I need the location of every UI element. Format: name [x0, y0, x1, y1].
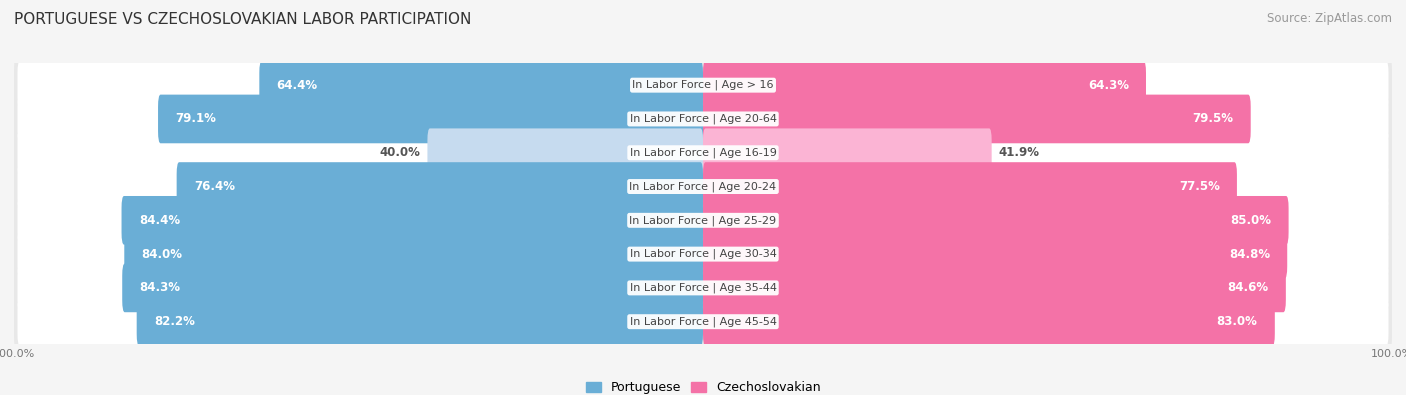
FancyBboxPatch shape [706, 263, 1389, 312]
FancyBboxPatch shape [14, 291, 1392, 352]
FancyBboxPatch shape [703, 162, 1237, 211]
FancyBboxPatch shape [703, 297, 1275, 346]
FancyBboxPatch shape [17, 128, 703, 177]
FancyBboxPatch shape [17, 162, 703, 211]
FancyBboxPatch shape [14, 190, 1392, 251]
Text: 79.1%: 79.1% [176, 113, 217, 126]
Text: Source: ZipAtlas.com: Source: ZipAtlas.com [1267, 12, 1392, 25]
Text: 64.4%: 64.4% [277, 79, 318, 92]
Text: In Labor Force | Age 45-54: In Labor Force | Age 45-54 [630, 316, 776, 327]
FancyBboxPatch shape [706, 61, 1389, 109]
Text: 84.3%: 84.3% [139, 281, 180, 294]
FancyBboxPatch shape [17, 297, 703, 346]
Text: 84.6%: 84.6% [1227, 281, 1268, 294]
FancyBboxPatch shape [177, 162, 703, 211]
FancyBboxPatch shape [703, 263, 1286, 312]
FancyBboxPatch shape [703, 196, 1289, 245]
FancyBboxPatch shape [706, 196, 1389, 245]
FancyBboxPatch shape [706, 95, 1389, 143]
FancyBboxPatch shape [14, 258, 1392, 318]
FancyBboxPatch shape [703, 230, 1288, 278]
Text: 82.2%: 82.2% [153, 315, 195, 328]
FancyBboxPatch shape [17, 61, 703, 109]
FancyBboxPatch shape [706, 162, 1389, 211]
Text: In Labor Force | Age 20-24: In Labor Force | Age 20-24 [630, 181, 776, 192]
FancyBboxPatch shape [14, 224, 1392, 284]
FancyBboxPatch shape [17, 230, 703, 278]
FancyBboxPatch shape [706, 230, 1389, 278]
Text: In Labor Force | Age 16-19: In Labor Force | Age 16-19 [630, 147, 776, 158]
Text: 84.4%: 84.4% [139, 214, 180, 227]
FancyBboxPatch shape [703, 95, 1251, 143]
Text: 85.0%: 85.0% [1230, 214, 1271, 227]
Text: In Labor Force | Age 35-44: In Labor Force | Age 35-44 [630, 283, 776, 293]
Text: In Labor Force | Age 20-64: In Labor Force | Age 20-64 [630, 114, 776, 124]
Text: 83.0%: 83.0% [1216, 315, 1257, 328]
FancyBboxPatch shape [703, 128, 991, 177]
Text: 40.0%: 40.0% [380, 146, 420, 159]
FancyBboxPatch shape [17, 196, 703, 245]
FancyBboxPatch shape [17, 263, 703, 312]
Text: In Labor Force | Age 25-29: In Labor Force | Age 25-29 [630, 215, 776, 226]
Text: 77.5%: 77.5% [1178, 180, 1220, 193]
FancyBboxPatch shape [136, 297, 703, 346]
FancyBboxPatch shape [14, 156, 1392, 217]
FancyBboxPatch shape [14, 88, 1392, 149]
Text: 79.5%: 79.5% [1192, 113, 1233, 126]
Text: In Labor Force | Age 30-34: In Labor Force | Age 30-34 [630, 249, 776, 260]
Text: 64.3%: 64.3% [1088, 79, 1129, 92]
Text: 76.4%: 76.4% [194, 180, 235, 193]
FancyBboxPatch shape [17, 95, 703, 143]
Text: 84.8%: 84.8% [1229, 248, 1270, 261]
FancyBboxPatch shape [157, 95, 703, 143]
Text: 41.9%: 41.9% [998, 146, 1039, 159]
FancyBboxPatch shape [706, 128, 1389, 177]
FancyBboxPatch shape [121, 196, 703, 245]
Text: PORTUGUESE VS CZECHOSLOVAKIAN LABOR PARTICIPATION: PORTUGUESE VS CZECHOSLOVAKIAN LABOR PART… [14, 12, 471, 27]
FancyBboxPatch shape [122, 263, 703, 312]
Text: 84.0%: 84.0% [142, 248, 183, 261]
FancyBboxPatch shape [706, 297, 1389, 346]
FancyBboxPatch shape [14, 122, 1392, 183]
FancyBboxPatch shape [124, 230, 703, 278]
FancyBboxPatch shape [259, 61, 703, 109]
Legend: Portuguese, Czechoslovakian: Portuguese, Czechoslovakian [581, 376, 825, 395]
Text: In Labor Force | Age > 16: In Labor Force | Age > 16 [633, 80, 773, 90]
FancyBboxPatch shape [427, 128, 703, 177]
FancyBboxPatch shape [703, 61, 1146, 109]
FancyBboxPatch shape [14, 55, 1392, 116]
